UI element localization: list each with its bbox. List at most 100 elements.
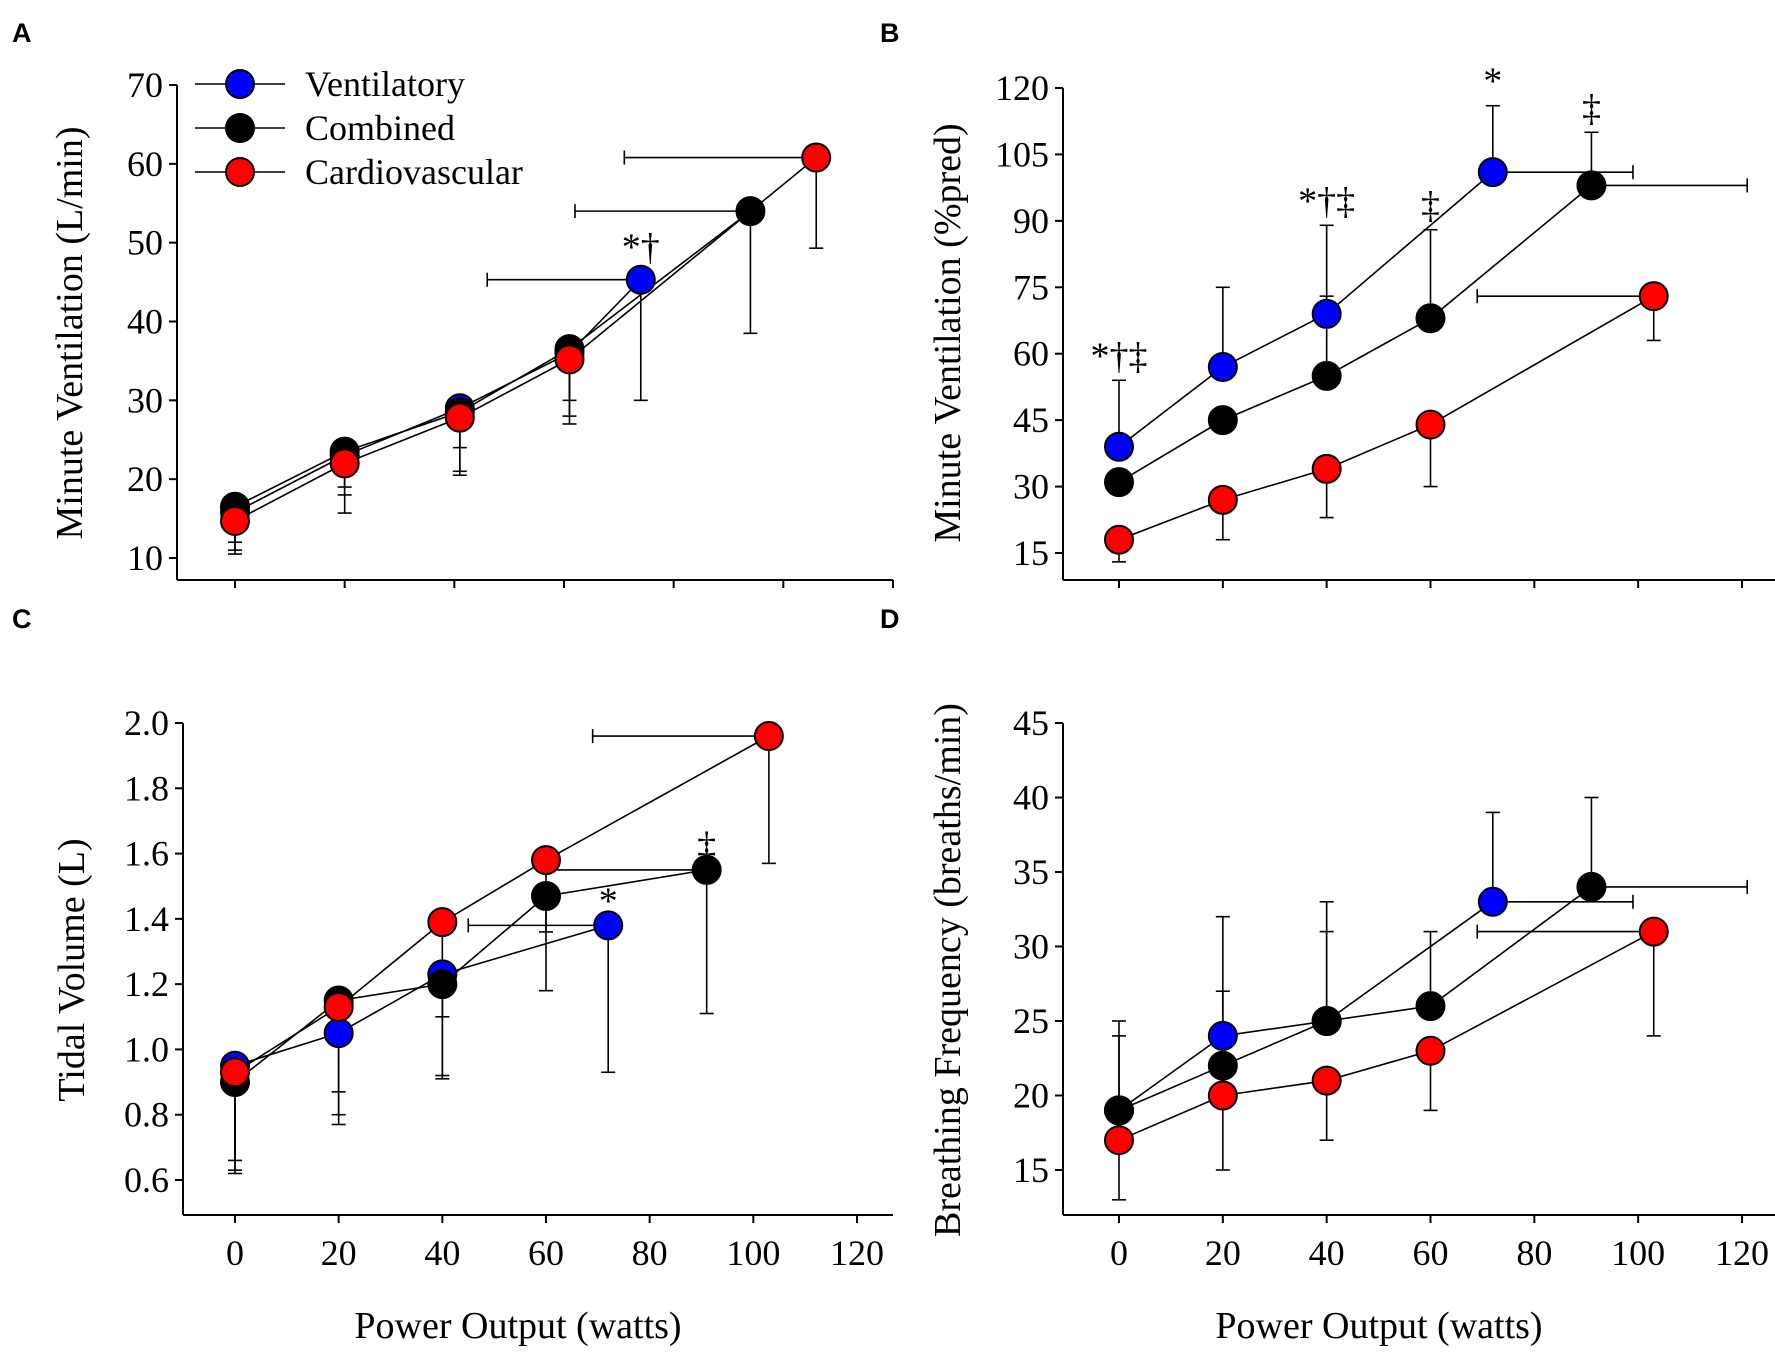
y-tick-label: 70 xyxy=(127,65,163,105)
y-axis-label: Tidal Volume (L) xyxy=(51,838,93,1101)
series-line xyxy=(234,869,707,1083)
y-tick-label: 30 xyxy=(1013,927,1049,967)
series-combined xyxy=(228,862,714,1175)
y-tick-label: 20 xyxy=(127,459,163,499)
data-point xyxy=(1415,303,1446,334)
data-point xyxy=(1311,298,1342,329)
series-line xyxy=(234,924,609,1067)
y-tick-label: 1.6 xyxy=(124,834,169,874)
x-axis-label: Power Output (watts) xyxy=(354,1305,681,1347)
series-ventilatory xyxy=(228,272,648,544)
data-point xyxy=(1638,281,1669,312)
data-point xyxy=(753,721,784,752)
data-point xyxy=(1576,871,1607,902)
y-tick-label: 25 xyxy=(1013,1001,1049,1041)
legend-marker xyxy=(225,157,255,187)
data-point xyxy=(531,845,561,876)
y-tick-label: 60 xyxy=(127,144,163,184)
data-point xyxy=(1207,1080,1238,1111)
x-tick-label: 60 xyxy=(528,1233,564,1273)
series-line xyxy=(1118,886,1592,1112)
y-tick-label: 15 xyxy=(1013,1150,1049,1190)
data-point xyxy=(1104,524,1134,555)
data-point xyxy=(1207,1020,1238,1051)
y-axis-label: Breathing Frequency (breaths/min) xyxy=(927,703,969,1237)
y-tick-label: 20 xyxy=(1013,1076,1049,1116)
series-line xyxy=(1118,295,1655,541)
data-point xyxy=(593,910,624,941)
series-combined xyxy=(228,204,758,551)
y-tick-label: 105 xyxy=(995,134,1049,174)
series-cardiovascular xyxy=(1112,924,1661,1201)
panel-label: B xyxy=(880,18,900,48)
significance-marker: ‡ xyxy=(1421,185,1440,227)
data-point xyxy=(801,142,832,173)
y-tick-label: 40 xyxy=(127,302,163,342)
y-tick-label: 2.0 xyxy=(124,703,169,743)
x-tick-label: 100 xyxy=(726,1233,780,1273)
y-tick-label: 30 xyxy=(1013,467,1049,507)
y-tick-label: 0.8 xyxy=(124,1095,169,1135)
significance-marker: *† xyxy=(622,227,660,269)
x-tick-label: 120 xyxy=(830,1233,884,1273)
x-tick-label: 20 xyxy=(1205,1233,1241,1273)
x-tick-label: 40 xyxy=(1309,1233,1345,1273)
y-tick-label: 1.2 xyxy=(124,964,169,1004)
data-point xyxy=(691,854,722,885)
x-tick-label: 40 xyxy=(424,1233,460,1273)
x-tick-label: 80 xyxy=(632,1233,668,1273)
series-line xyxy=(234,279,642,513)
legend-marker xyxy=(225,69,255,99)
series-ventilatory xyxy=(228,918,616,1172)
legend-marker xyxy=(225,113,255,143)
data-point xyxy=(735,196,766,227)
panel-b: B 15 30 45 60 75 90 105 120 Minute Ventilation (%… xyxy=(880,18,1775,588)
y-tick-label: 60 xyxy=(1013,334,1049,374)
panel-label: C xyxy=(12,604,32,634)
data-point xyxy=(1311,1006,1342,1036)
x-tick-label: 120 xyxy=(1715,1233,1769,1273)
x-tick-label: 0 xyxy=(1110,1233,1128,1273)
y-tick-label: 1.8 xyxy=(124,768,169,808)
y-axis-label: Minute Ventilation (L/min) xyxy=(49,126,91,539)
data-point xyxy=(427,907,458,938)
series-ventilatory xyxy=(1112,811,1634,1112)
significance-marker: ‡ xyxy=(1582,87,1601,129)
data-point xyxy=(531,881,561,912)
significance-marker: ‡ xyxy=(697,825,716,867)
panel-a: A 10 20 30 40 50 60 70 Minute Ventilation (L/min… xyxy=(12,18,894,588)
y-tick-label: 15 xyxy=(1013,533,1049,573)
legend-label: Ventilatory xyxy=(305,64,465,104)
series-cardiovascular xyxy=(1112,289,1661,563)
data-point xyxy=(1477,886,1508,917)
data-point xyxy=(329,448,360,479)
data-point xyxy=(220,1057,250,1088)
y-tick-label: 10 xyxy=(127,538,163,578)
legend-label: Cardiovascular xyxy=(305,152,523,192)
data-point xyxy=(1207,352,1238,382)
y-tick-label: 40 xyxy=(1013,778,1049,818)
data-point xyxy=(1207,484,1238,515)
y-tick-label: 45 xyxy=(1013,400,1049,440)
panel-label: D xyxy=(880,604,900,634)
y-tick-label: 1.0 xyxy=(124,1029,169,1069)
y-axis-label: Minute Ventilation (%pred) xyxy=(927,123,969,542)
data-point xyxy=(554,344,585,375)
data-point xyxy=(1477,157,1508,188)
significance-marker: * xyxy=(599,880,618,922)
x-tick-label: 100 xyxy=(1611,1233,1665,1273)
y-tick-label: 0.6 xyxy=(124,1160,169,1200)
significance-marker: *†‡ xyxy=(1091,335,1148,377)
y-tick-label: 35 xyxy=(1013,852,1049,892)
x-tick-label: 20 xyxy=(321,1233,357,1273)
significance-marker: * xyxy=(1483,61,1502,103)
data-point xyxy=(1104,1095,1134,1126)
data-point xyxy=(1311,453,1342,484)
series-cardiovascular xyxy=(228,729,776,1162)
significance-marker: *†‡ xyxy=(1298,180,1355,222)
panel-d: D 15 20 25 30 35 40 45 0 20 40 60 80 100 120 Breathing … xyxy=(880,604,1775,1347)
series-line xyxy=(1118,171,1494,448)
x-tick-label: 0 xyxy=(226,1233,244,1273)
